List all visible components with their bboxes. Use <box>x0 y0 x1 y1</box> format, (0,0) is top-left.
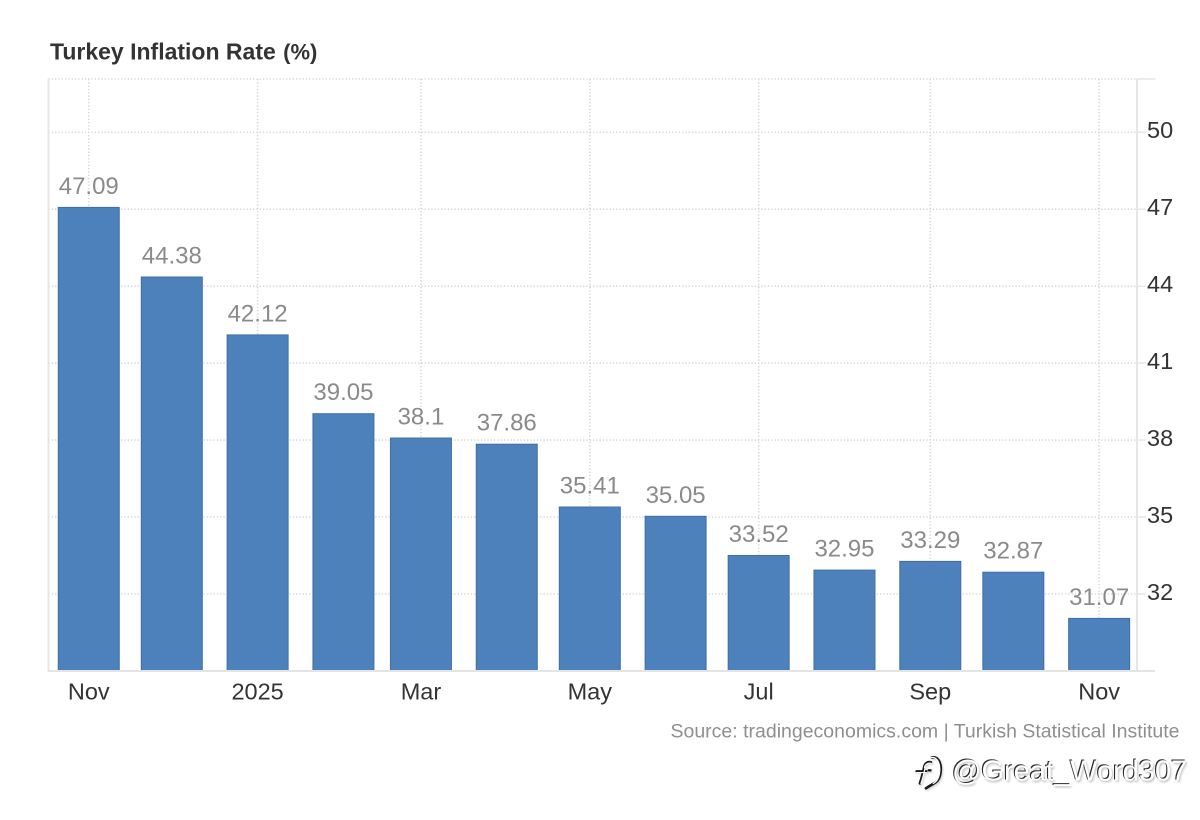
svg-text:35: 35 <box>1147 502 1173 528</box>
svg-text:32.87: 32.87 <box>983 538 1043 565</box>
svg-text:May: May <box>568 679 613 705</box>
svg-text:33.52: 33.52 <box>729 521 789 548</box>
svg-text:44: 44 <box>1147 271 1173 297</box>
svg-text:35.05: 35.05 <box>646 482 706 509</box>
svg-text:@Great_Word307: @Great_Word307 <box>952 756 1187 788</box>
svg-text:47: 47 <box>1147 194 1173 220</box>
svg-text:32.95: 32.95 <box>814 536 874 563</box>
svg-text:42.12: 42.12 <box>228 300 288 327</box>
svg-text:Turkey Inflation Rate (%): Turkey Inflation Rate (%) <box>50 39 317 65</box>
svg-text:50: 50 <box>1147 117 1173 143</box>
svg-text:44.38: 44.38 <box>142 243 202 270</box>
svg-text:Nov: Nov <box>1078 679 1120 705</box>
svg-text:Source: tradingeconomics.com |: Source: tradingeconomics.com | Turkish S… <box>670 720 1179 742</box>
svg-text:33.29: 33.29 <box>900 527 960 554</box>
svg-text:Sep: Sep <box>909 679 951 705</box>
svg-text:47.09: 47.09 <box>59 173 119 200</box>
svg-text:37.86: 37.86 <box>477 410 537 437</box>
svg-text:31.07: 31.07 <box>1069 584 1129 611</box>
svg-text:@Great_Word307: @Great_Word307 <box>953 757 1188 789</box>
svg-text:32: 32 <box>1147 579 1173 605</box>
svg-text:Nov: Nov <box>68 679 110 705</box>
svg-text:41: 41 <box>1147 348 1173 374</box>
svg-text:Jul: Jul <box>744 679 774 705</box>
svg-text:@Great_Word307: @Great_Word307 <box>951 754 1186 786</box>
svg-text:Mar: Mar <box>401 679 442 705</box>
svg-text:39.05: 39.05 <box>313 379 373 406</box>
svg-text:35.41: 35.41 <box>560 473 620 500</box>
svg-text:2025: 2025 <box>231 679 283 705</box>
svg-text:38.1: 38.1 <box>398 404 445 431</box>
svg-text:38: 38 <box>1147 425 1173 451</box>
